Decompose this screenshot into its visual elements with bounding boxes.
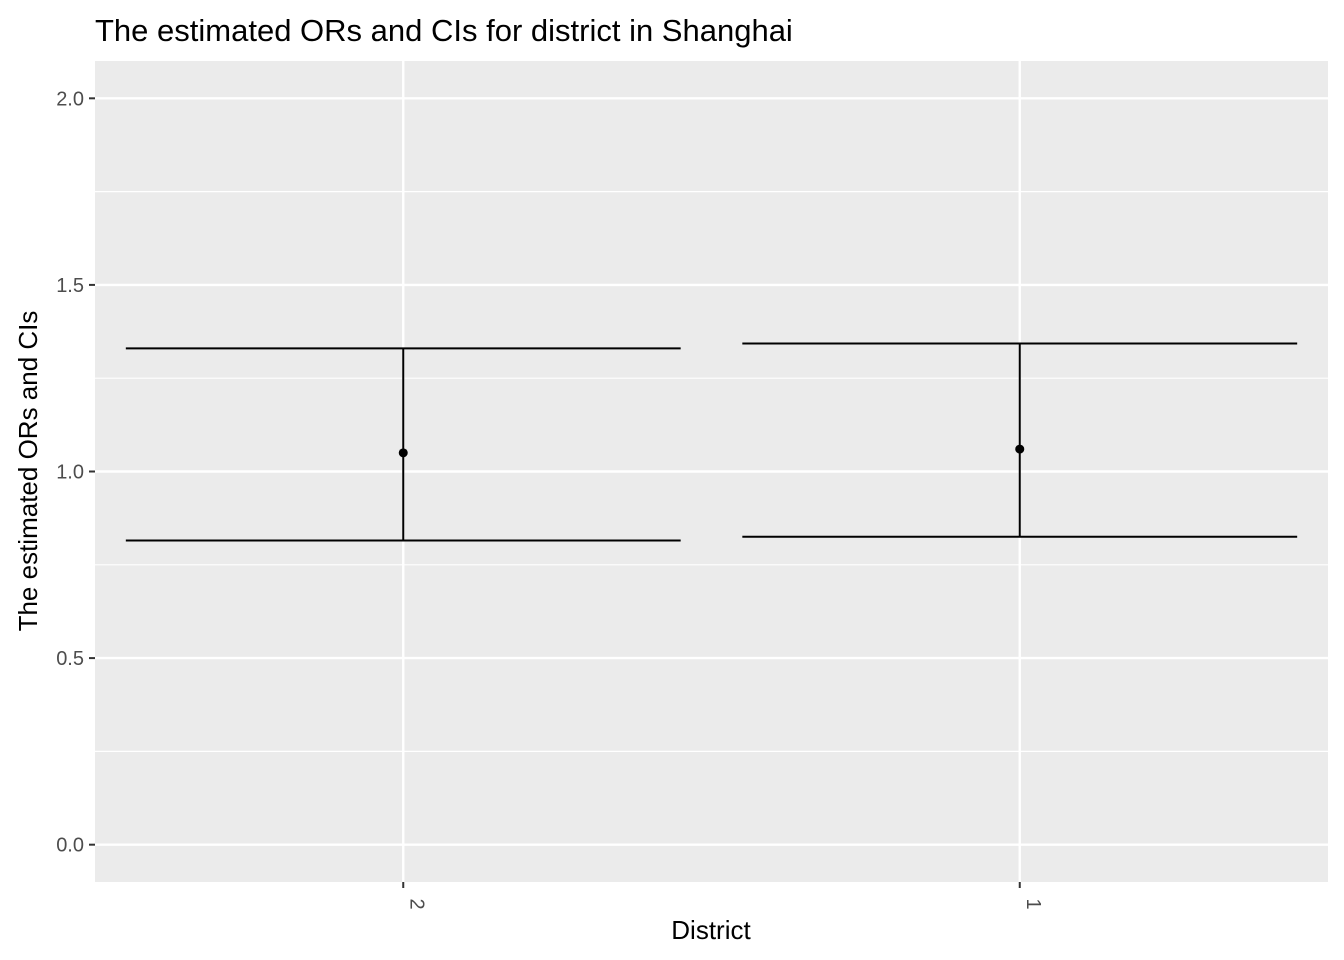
x-axis-title: District [671, 915, 751, 945]
y-tick-label: 0.0 [56, 835, 84, 857]
y-axis: 0.0 0.5 1.0 1.5 2.0 [56, 88, 95, 857]
point-estimate [1015, 444, 1025, 454]
error-bar-2 [125, 347, 681, 542]
y-tick-label: 1.0 [56, 462, 84, 484]
y-tick-label: 0.5 [56, 648, 84, 670]
x-tick-label: 1 [1022, 898, 1044, 909]
point-estimate [398, 448, 408, 458]
error-bars [125, 342, 1298, 542]
x-tick-label: 2 [405, 898, 427, 909]
error-bar-1 [742, 342, 1298, 538]
y-axis-title: The estimated ORs and CIs [13, 311, 43, 632]
chart-title: The estimated ORs and CIs for district i… [95, 13, 793, 48]
y-tick-label: 2.0 [56, 88, 84, 110]
y-tick-label: 1.5 [56, 275, 84, 297]
grid-minor [95, 191, 1328, 752]
